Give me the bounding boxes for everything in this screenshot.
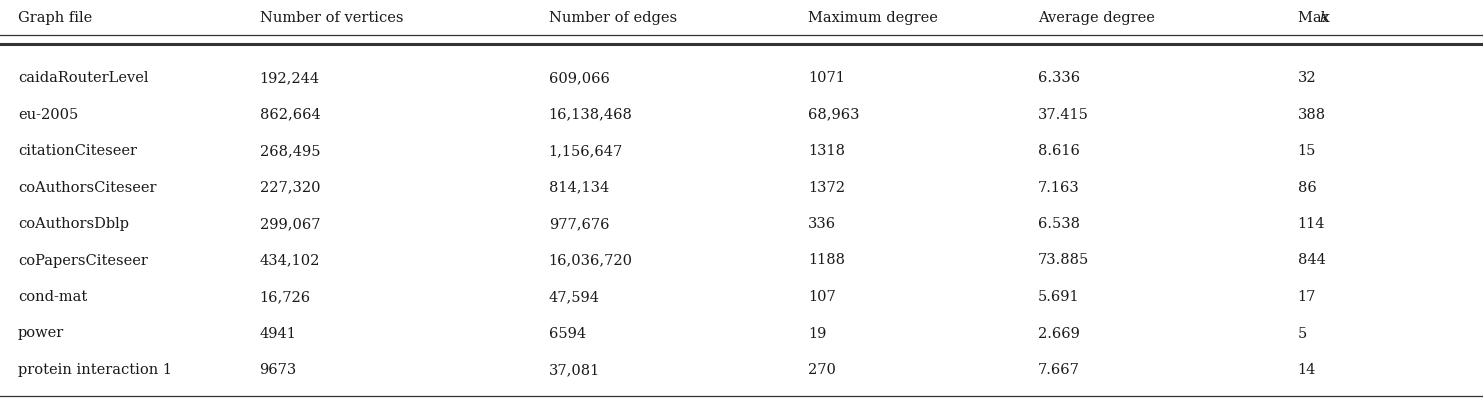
Text: 8.616: 8.616 [1038, 144, 1080, 158]
Text: 15: 15 [1298, 144, 1315, 158]
Text: 6594: 6594 [549, 326, 586, 340]
Text: 862,664: 862,664 [260, 108, 320, 122]
Text: 2.669: 2.669 [1038, 326, 1080, 340]
Text: 6.336: 6.336 [1038, 71, 1080, 85]
Text: power: power [18, 326, 64, 340]
Text: Max: Max [1298, 11, 1335, 25]
Text: Number of edges: Number of edges [549, 11, 676, 25]
Text: 37.415: 37.415 [1038, 108, 1089, 122]
Text: 17: 17 [1298, 290, 1315, 304]
Text: 7.163: 7.163 [1038, 180, 1080, 194]
Text: eu-2005: eu-2005 [18, 108, 79, 122]
Text: 1372: 1372 [808, 180, 845, 194]
Text: 19: 19 [808, 326, 826, 340]
Text: 388: 388 [1298, 108, 1326, 122]
Text: 299,067: 299,067 [260, 217, 320, 231]
Text: 1188: 1188 [808, 253, 845, 267]
Text: 37,081: 37,081 [549, 363, 601, 377]
Text: 5: 5 [1298, 326, 1307, 340]
Text: 609,066: 609,066 [549, 71, 610, 85]
Text: 16,138,468: 16,138,468 [549, 108, 633, 122]
Text: coPapersCiteseer: coPapersCiteseer [18, 253, 148, 267]
Text: 73.885: 73.885 [1038, 253, 1090, 267]
Text: Average degree: Average degree [1038, 11, 1155, 25]
Text: 977,676: 977,676 [549, 217, 610, 231]
Text: 114: 114 [1298, 217, 1326, 231]
Text: 9673: 9673 [260, 363, 297, 377]
Text: cond-mat: cond-mat [18, 290, 87, 304]
Text: citationCiteseer: citationCiteseer [18, 144, 136, 158]
Text: 5.691: 5.691 [1038, 290, 1080, 304]
Text: Maximum degree: Maximum degree [808, 11, 939, 25]
Text: 6.538: 6.538 [1038, 217, 1080, 231]
Text: 16,726: 16,726 [260, 290, 310, 304]
Text: 844: 844 [1298, 253, 1326, 267]
Text: 1071: 1071 [808, 71, 845, 85]
Text: 47,594: 47,594 [549, 290, 599, 304]
Text: 107: 107 [808, 290, 836, 304]
Text: coAuthorsCiteseer: coAuthorsCiteseer [18, 180, 156, 194]
Text: 268,495: 268,495 [260, 144, 320, 158]
Text: 68,963: 68,963 [808, 108, 860, 122]
Text: 227,320: 227,320 [260, 180, 320, 194]
Text: coAuthorsDblp: coAuthorsDblp [18, 217, 129, 231]
Text: 192,244: 192,244 [260, 71, 320, 85]
Text: 434,102: 434,102 [260, 253, 320, 267]
Text: 814,134: 814,134 [549, 180, 610, 194]
Text: 4941: 4941 [260, 326, 297, 340]
Text: Graph file: Graph file [18, 11, 92, 25]
Text: protein interaction 1: protein interaction 1 [18, 363, 172, 377]
Text: 86: 86 [1298, 180, 1317, 194]
Text: 270: 270 [808, 363, 836, 377]
Text: 1318: 1318 [808, 144, 845, 158]
Text: 32: 32 [1298, 71, 1317, 85]
Text: 16,036,720: 16,036,720 [549, 253, 633, 267]
Text: 14: 14 [1298, 363, 1315, 377]
Text: Number of vertices: Number of vertices [260, 11, 403, 25]
Text: caidaRouterLevel: caidaRouterLevel [18, 71, 148, 85]
Text: 1,156,647: 1,156,647 [549, 144, 623, 158]
Text: 7.667: 7.667 [1038, 363, 1080, 377]
Text: 336: 336 [808, 217, 836, 231]
Text: k: k [1320, 11, 1329, 25]
